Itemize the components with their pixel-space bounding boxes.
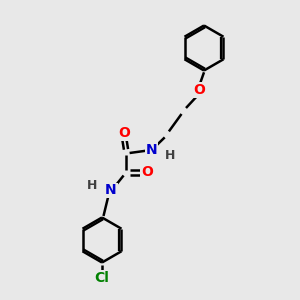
Text: Cl: Cl <box>94 271 110 285</box>
Text: O: O <box>141 166 153 179</box>
Text: O: O <box>118 127 130 140</box>
Text: H: H <box>87 178 98 192</box>
Text: O: O <box>194 83 206 97</box>
Text: H: H <box>165 149 175 162</box>
Text: N: N <box>146 143 157 157</box>
Text: N: N <box>105 184 117 197</box>
